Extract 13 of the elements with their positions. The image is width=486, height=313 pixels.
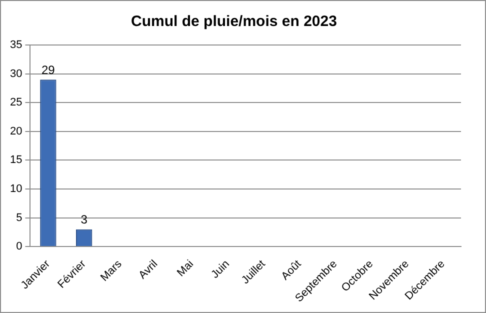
data-label: 29 bbox=[42, 62, 56, 77]
y-tick-label: 10 bbox=[10, 183, 22, 196]
y-tick-label: 20 bbox=[10, 125, 22, 138]
x-tick-label: Mai bbox=[175, 258, 196, 280]
chart-title: Cumul de pluie/mois en 2023 bbox=[131, 13, 337, 30]
y-tick-label: 30 bbox=[10, 68, 22, 80]
y-tick-label: 5 bbox=[16, 212, 22, 224]
x-tick-label: Juin bbox=[209, 258, 232, 281]
data-label: 3 bbox=[80, 212, 88, 227]
y-tick-label: 35 bbox=[10, 39, 22, 52]
y-tick-label: 25 bbox=[10, 96, 22, 109]
y-tick-label: 0 bbox=[16, 240, 22, 253]
y-tick-label: 15 bbox=[10, 154, 22, 166]
